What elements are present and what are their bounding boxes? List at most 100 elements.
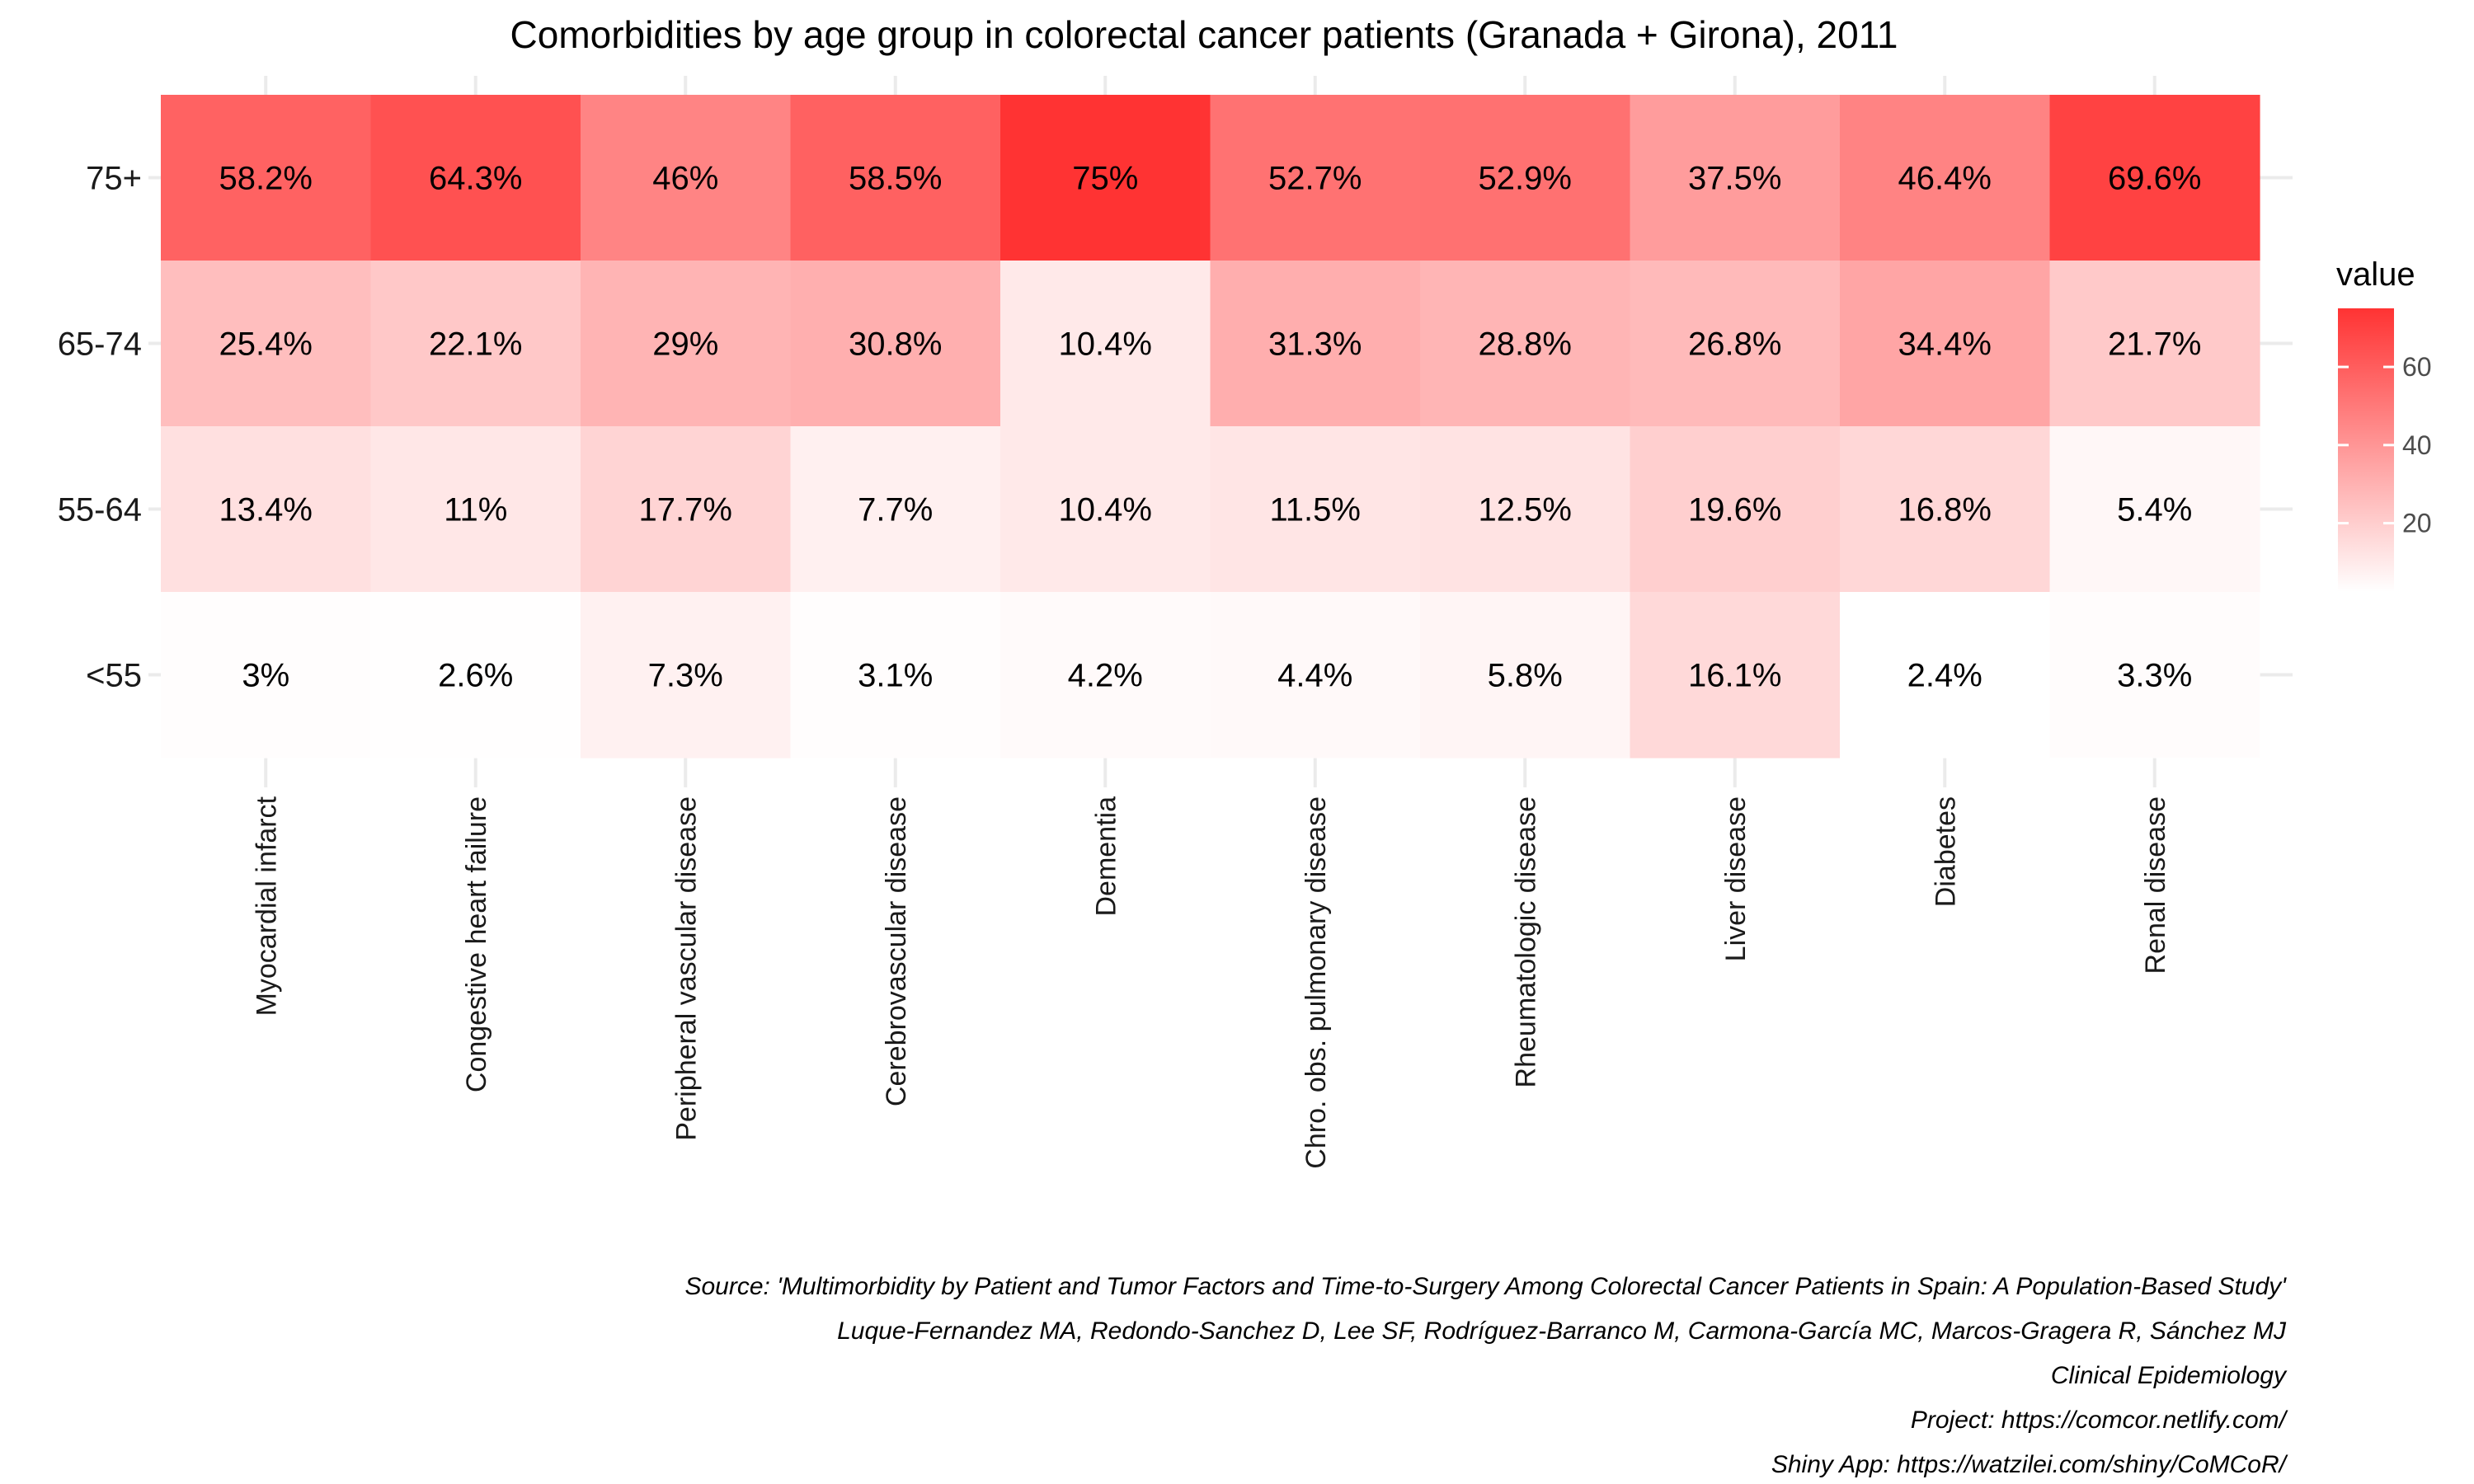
color-legend: value 20 40 60 [2336,256,2432,592]
cell-label: 16.1% [1688,658,1781,694]
cell-label: 46% [652,161,718,197]
cell-label: 10.4% [1059,492,1152,528]
cell-label: 75% [1072,161,1138,197]
x-tick-label: Diabetes [1930,796,1961,907]
legend-tick-label: 60 [2402,352,2432,382]
x-tick-label: Rheumatologic disease [1510,796,1541,1087]
caption-line: Project: https://comcor.netlify.com/ [1911,1407,2288,1434]
heatmap-cell [1840,426,2051,593]
cell-label: 3% [242,658,289,694]
caption-line: Clinical Epidemiology [2051,1362,2288,1389]
cell-label: 21.7% [2108,326,2201,363]
heatmap-cell [1000,95,1211,261]
heatmap-cell [581,426,792,593]
cell-label: 12.5% [1479,492,1572,528]
heatmap-cell [790,426,1001,593]
heatmap-cell [1210,592,1421,758]
legend-colorbar [2338,308,2394,592]
cell-label: 19.6% [1688,492,1781,528]
y-axis-labels: 75+ 65-74 55-64 <55 [58,161,142,694]
x-tick-label: Liver disease [1720,796,1752,961]
heatmap-cell [1630,95,1841,261]
heatmap-cell [1000,592,1211,758]
heatmap-cell [370,592,581,758]
x-axis-labels: Myocardial infarct Congestive heart failu… [251,796,2171,1168]
heatmap-cell [1420,261,1631,427]
heatmap-cell [161,261,372,427]
heatmap-cell [370,95,581,261]
legend-title: value [2336,256,2415,293]
cell-label: 22.1% [429,326,522,363]
cell-label: 17.7% [639,492,732,528]
cell-label: 11% [444,492,507,528]
heatmap-cells [161,95,2260,758]
heatmap-cell [790,95,1001,261]
heatmap-cell [581,592,792,758]
x-tick-label: Cerebrovascular disease [881,796,912,1106]
heatmap-cell [1210,261,1421,427]
x-tick-label: Peripheral vascular disease [670,796,702,1141]
cell-label: 3.3% [2117,658,2192,694]
heatmap-cell [1420,592,1631,758]
cell-label: 46.4% [1898,161,1992,197]
cell-label: 5.4% [2117,492,2192,528]
cell-label: 28.8% [1479,326,1572,363]
cell-label: 52.9% [1479,161,1572,197]
cell-label: 58.5% [849,161,942,197]
x-tick-label: Renal disease [2140,796,2171,974]
heatmap-cell [790,261,1001,427]
cell-label: 34.4% [1898,326,1992,363]
cell-label: 58.2% [219,161,313,197]
cell-label: 16.8% [1898,492,1992,528]
heatmap-cell [1210,95,1421,261]
heatmap-cell [1840,261,2051,427]
cell-label: 37.5% [1688,161,1781,197]
heatmap-cell [1420,426,1631,593]
heatmap-cell [1630,261,1841,427]
y-tick-label: 55-64 [58,492,142,528]
heatmap-cell [2049,592,2260,758]
cell-label: 26.8% [1688,326,1781,363]
cell-label: 4.4% [1277,658,1352,694]
heatmap-cell [1000,261,1211,427]
cell-label: 25.4% [219,326,313,363]
cell-label: 64.3% [429,161,522,197]
x-tick-label: Chro. obs. pulmonary disease [1300,796,1332,1169]
cell-label: 29% [652,326,718,363]
cell-label: 52.7% [1268,161,1362,197]
y-tick-label: 65-74 [58,326,142,363]
cell-label: 3.1% [858,658,933,694]
cell-label: 7.7% [858,492,933,528]
x-tick-label: Myocardial infarct [251,796,282,1016]
heatmap-cell [1630,426,1841,593]
cell-label: 2.6% [438,658,513,694]
cell-label: 4.2% [1068,658,1143,694]
heatmap-cell [581,261,792,427]
cell-label: 7.3% [648,658,723,694]
caption-line: Luque-Fernandez MA, Redondo-Sanchez D, L… [837,1317,2287,1345]
cell-label: 11.5% [1270,492,1361,528]
heatmap-cell [370,261,581,427]
cell-label: 31.3% [1268,326,1362,363]
heatmap-cell [1840,95,2051,261]
caption-line: Source: 'Multimorbidity by Patient and T… [684,1273,2287,1300]
heatmap-cell [1000,426,1211,593]
heatmap-cell [1630,592,1841,758]
heatmap-cell [2049,261,2260,427]
y-tick-label: 75+ [86,161,142,197]
legend-tick-label: 20 [2402,509,2432,538]
heatmap-cell [161,592,372,758]
heatmap-cell [790,592,1001,758]
source-caption: Source: 'Multimorbidity by Patient and T… [684,1273,2288,1478]
cell-label: 2.4% [1907,658,1982,694]
heatmap-cell [161,95,372,261]
heatmap-cell [370,426,581,593]
heatmap-cell [1420,95,1631,261]
x-tick-label: Dementia [1090,796,1122,917]
heatmap-cell [1210,426,1421,593]
heatmap-cell [161,426,372,593]
heatmap-cell [2049,95,2260,261]
cell-label: 10.4% [1059,326,1152,363]
heatmap-cell [581,95,792,261]
